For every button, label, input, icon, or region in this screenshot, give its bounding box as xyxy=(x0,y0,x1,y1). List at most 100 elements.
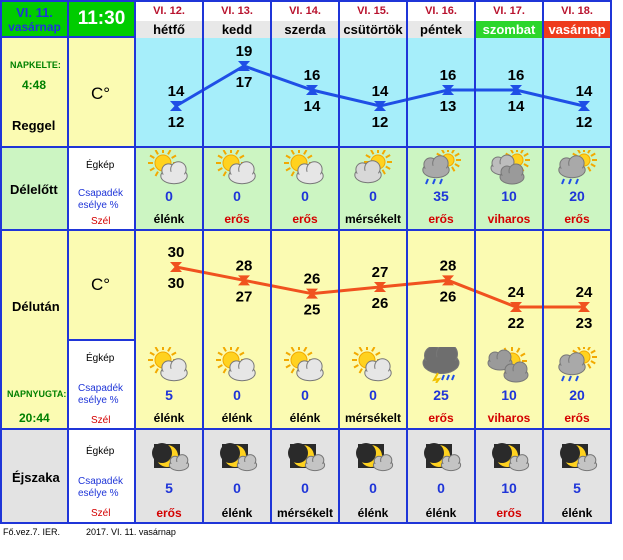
morning-chart: 14 12 19 17 16 14 14 12 16 13 16 14 14 12 xyxy=(136,38,612,148)
night-wind-value: mérsékelt xyxy=(276,506,334,520)
forenoon-precip-value: 20 xyxy=(569,188,585,204)
afternoon-max-label: 27 xyxy=(372,264,389,281)
afternoon-legend-panel: Égkép Csapadék esélye % Szél xyxy=(69,341,136,430)
night-moon-cloud-icon xyxy=(492,443,530,472)
afternoon-precip-value: 5 xyxy=(165,387,173,403)
forenoon-cloud-sun-icon xyxy=(354,150,392,184)
afternoon-sky-label: Égkép xyxy=(86,353,115,364)
afternoon-point-marker xyxy=(306,288,318,299)
afternoon-cloud-sun-storm-icon xyxy=(487,347,529,383)
afternoon-point-marker xyxy=(238,275,250,286)
afternoon-min-label: 27 xyxy=(236,288,253,305)
afternoon-precip-label-1: Csapadék xyxy=(78,383,124,394)
forenoon-precip-value: 35 xyxy=(433,188,449,204)
column-divider xyxy=(270,430,272,524)
morning-max-label: 16 xyxy=(304,67,321,84)
day-date: VI. 12. xyxy=(153,5,185,17)
morning-max-label: 14 xyxy=(576,83,593,100)
morning-max-label: 14 xyxy=(372,83,389,100)
afternoon-precip-value: 0 xyxy=(369,387,377,403)
afternoon-wind-value: élénk xyxy=(221,411,253,425)
today-day: vasárnap xyxy=(8,19,61,34)
afternoon-max-label: 28 xyxy=(440,257,457,274)
afternoon-sun-cloud-icon xyxy=(352,347,392,382)
morning-max-label: 19 xyxy=(236,43,253,60)
morning-min-label: 12 xyxy=(372,114,389,131)
morning-min-label: 12 xyxy=(576,114,593,131)
afternoon-storm-cloud-icon xyxy=(422,347,460,383)
morning-min-label: 17 xyxy=(236,74,253,91)
forenoon-wind-value: élénk xyxy=(153,212,185,226)
column-divider xyxy=(202,148,204,231)
day-date: VI. 16. xyxy=(425,5,457,17)
forenoon-wind-value: viharos xyxy=(487,212,531,226)
column-divider xyxy=(338,341,340,430)
column-divider xyxy=(270,231,272,341)
morning-temperature-line-chart: 14 12 19 17 16 14 14 12 16 13 16 14 14 12 xyxy=(168,38,593,148)
morning-max-label: 16 xyxy=(440,67,457,84)
day-name: szombat xyxy=(476,21,542,38)
forenoon-wind-value: mérsékelt xyxy=(344,212,402,226)
morning-point-marker xyxy=(170,101,182,111)
afternoon-wind-value: viharos xyxy=(487,411,531,425)
column-divider xyxy=(542,341,544,430)
morning-min-label: 14 xyxy=(508,98,525,115)
section-label-morning: Reggel xyxy=(12,118,56,133)
column-divider xyxy=(542,430,544,524)
forenoon-rain-cloud-icon xyxy=(422,150,461,185)
forenoon-sun-cloud-icon xyxy=(148,150,188,185)
day-header: VI. 12. hétfő xyxy=(136,0,204,38)
forenoon-left-panel: Délelőtt xyxy=(0,148,69,231)
column-divider xyxy=(542,148,544,231)
afternoon-wind-label: Szél xyxy=(91,415,111,426)
day-header: VI. 17. szombat xyxy=(476,0,544,38)
day-header: VI. 16. péntek xyxy=(408,0,476,38)
today-date-panel: VI. 11. vasárnap xyxy=(0,0,69,38)
forenoon-wind-value: erős xyxy=(428,212,454,226)
day-header: VI. 13. kedd xyxy=(204,0,272,38)
night-precip-value: 10 xyxy=(501,480,517,496)
afternoon-wind-value: élénk xyxy=(153,411,185,425)
night-wind-value: élénk xyxy=(561,506,593,520)
night-wind-value: erős xyxy=(496,506,522,520)
day-date: VI. 17. xyxy=(493,5,525,17)
afternoon-unit: C° xyxy=(91,275,111,294)
afternoon-point-marker xyxy=(578,302,590,312)
column-divider xyxy=(202,430,204,524)
day-name: kedd xyxy=(204,21,270,38)
forenoon-wind-value: erős xyxy=(292,212,318,226)
afternoon-rain-cloud-icon xyxy=(558,347,597,382)
column-divider xyxy=(406,148,408,231)
today-date: VI. 11. xyxy=(16,4,53,20)
forenoon-precip-label-1: Csapadék xyxy=(78,188,124,199)
section-label-forenoon: Délelőtt xyxy=(10,182,58,197)
forenoon-grid: 0 élénk 0 erős 0 erős 0 mérsékelt 35 erős 10 viharo… xyxy=(136,148,612,231)
morning-unit-panel: C° xyxy=(69,38,136,148)
afternoon-max-label: 26 xyxy=(304,271,321,288)
day-date: VI. 13. xyxy=(221,5,253,17)
day-name: vasárnap xyxy=(544,21,610,38)
morning-point-marker xyxy=(578,101,590,111)
forenoon-precip-value: 10 xyxy=(501,188,517,204)
forenoon-precip-value: 0 xyxy=(301,188,309,204)
night-wind-value: erős xyxy=(156,506,182,520)
day-name: szerda xyxy=(272,21,338,38)
column-divider xyxy=(406,38,408,148)
section-label-night: Éjszaka xyxy=(12,470,60,485)
afternoon-precip-value: 0 xyxy=(301,387,309,403)
sunrise-time: 4:48 xyxy=(22,78,47,92)
column-divider xyxy=(270,38,272,148)
section-label-afternoon: Délután xyxy=(12,299,60,314)
afternoon-precip-label-2: esélye % xyxy=(78,395,119,406)
afternoon-grid: 5 élénk 0 élénk 0 élénk 0 mérsékelt 25 erős 10 viha… xyxy=(136,341,612,430)
night-grid: 5 erős 0 élénk 0 mérsékelt 0 élénk 0 élénk 10 erős 5… xyxy=(136,430,612,524)
night-precip-label-2: esélye % xyxy=(78,488,119,499)
forenoon-sun-cloud-icon xyxy=(284,150,324,185)
afternoon-max-label: 24 xyxy=(576,284,593,301)
current-time: 11:30 xyxy=(77,8,126,29)
night-precip-value: 0 xyxy=(369,480,377,496)
forenoon-sky-label: Égkép xyxy=(86,160,115,171)
sunset-label: NAPNYUGTA: xyxy=(7,389,67,399)
night-sky-label: Égkép xyxy=(86,446,115,457)
forenoon-precip-value: 0 xyxy=(369,188,377,204)
